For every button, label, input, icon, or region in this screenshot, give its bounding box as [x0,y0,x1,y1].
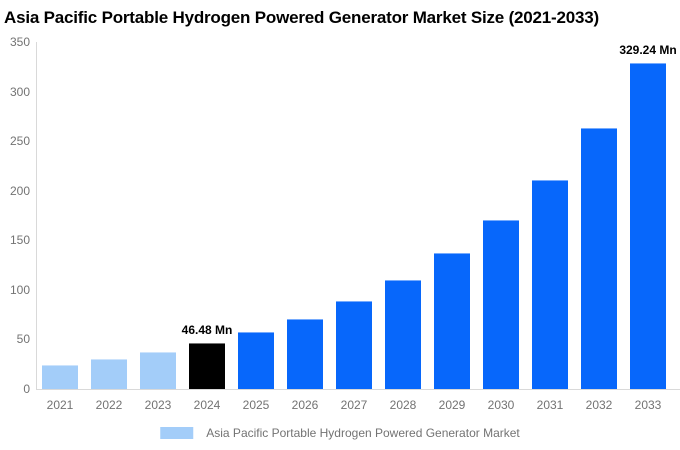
y-tick-label-50: 50 [16,332,30,347]
x-tick-label-2030: 2030 [487,398,515,412]
bar-2025[interactable] [238,331,274,389]
y-tick-label-350: 350 [9,35,30,49]
bar-2026[interactable] [287,318,323,389]
chart-title: Asia Pacific Portable Hydrogen Powered G… [4,8,600,27]
bar-value-label-2024: 46.48 Mn [181,322,233,337]
legend-item[interactable]: Asia Pacific Portable Hydrogen Powered G… [160,426,520,440]
bar-2032[interactable] [581,128,617,389]
x-tick-label-2025: 2025 [242,398,270,412]
x-tick-label-2023: 2023 [144,398,172,412]
plot-area [36,42,680,389]
bar-2033[interactable] [630,62,666,389]
y-tick-label-200: 200 [9,183,30,198]
x-tick-label-2022: 2022 [95,398,123,412]
bar-2029[interactable] [434,253,470,389]
bar-2031[interactable] [532,179,568,389]
x-tick-label-2021: 2021 [46,398,74,412]
bar-2021[interactable] [42,365,78,389]
y-tick-label-100: 100 [9,282,30,297]
x-tick-label-2029: 2029 [438,398,466,412]
y-tick-label-150: 150 [9,233,30,248]
bar-2022[interactable] [91,359,127,389]
y-axis-line [36,42,37,389]
x-tick-label-2026: 2026 [291,398,319,412]
x-tick-label-2027: 2027 [340,398,368,412]
x-tick-label-2028: 2028 [389,398,417,412]
x-tick-label-2032: 2032 [585,398,613,412]
bar-value-label-2033: 329.24 Mn [619,42,677,57]
y-tick-label-300: 300 [9,84,30,99]
x-axis-line [36,389,680,390]
bar-2027[interactable] [336,300,372,389]
bar-2030[interactable] [483,220,519,389]
x-tick-label-2024: 2024 [193,398,221,412]
legend-swatch [160,427,194,439]
bar-2028[interactable] [385,279,421,389]
y-tick-label-0: 0 [23,382,30,396]
x-tick-label-2031: 2031 [536,398,564,412]
bar-2023[interactable] [140,352,176,389]
y-tick-label-250: 250 [9,134,30,149]
legend-label: Asia Pacific Portable Hydrogen Powered G… [206,426,520,440]
x-tick-label-2033: 2033 [634,398,662,412]
bar-2024[interactable] [189,342,225,389]
